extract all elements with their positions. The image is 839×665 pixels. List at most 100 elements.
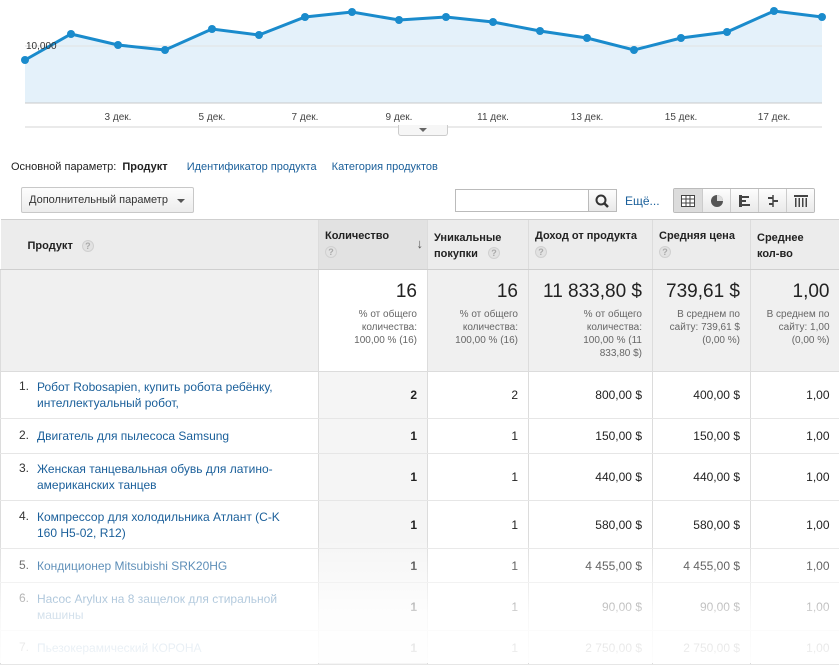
table-row: 6.Насос Arylux на 8 защелок для стиральн… — [1, 583, 839, 631]
view-pie-button[interactable] — [702, 189, 730, 212]
col-header-avg-price[interactable]: Средняя цена ? — [653, 220, 751, 270]
col-header-quantity[interactable]: Количество ? ↓ — [319, 220, 428, 270]
x-tick-label: 13 дек. — [571, 112, 603, 123]
col-header-label: Количество — [325, 230, 421, 242]
help-icon[interactable]: ? — [659, 246, 671, 258]
avg-price-cell: 400,00 $ — [653, 372, 751, 419]
sessions-chart: 10,000 3 дек. 5 дек. 7 дек. 9 дек. 11 де… — [0, 0, 839, 140]
product-performance-table: Продукт ? Количество ? ↓ Уникальные поку… — [0, 219, 839, 665]
col-header-revenue[interactable]: Доход от продукта ? — [529, 220, 653, 270]
avg-qty-cell: 1,00 — [751, 501, 839, 549]
chart-point[interactable] — [489, 18, 497, 26]
bar-chart-icon — [738, 195, 752, 207]
chart-point[interactable] — [21, 56, 29, 64]
revenue-cell: 4 455,00 $ — [529, 549, 653, 583]
pie-chart-icon — [710, 194, 724, 208]
unique-cell: 1 — [428, 583, 529, 631]
revenue-cell: 90,00 $ — [529, 583, 653, 631]
chart-collapse-toggle[interactable] — [398, 125, 448, 136]
avg-price-cell: 440,00 $ — [653, 454, 751, 501]
chart-point[interactable] — [818, 13, 826, 21]
total-revenue: 11 833,80 $ % от общего количества: 100,… — [529, 270, 653, 372]
view-pivot-button[interactable] — [786, 189, 814, 212]
chart-point[interactable] — [583, 34, 591, 42]
chart-point[interactable] — [442, 13, 450, 21]
chart-point[interactable] — [770, 7, 778, 15]
help-icon[interactable]: ? — [488, 247, 500, 259]
chart-point[interactable] — [255, 31, 263, 39]
avg-qty-cell: 1,00 — [751, 419, 839, 454]
quantity-cell: 1 — [319, 631, 428, 665]
chart-point[interactable] — [723, 28, 731, 36]
product-link[interactable]: Женская танцевальная обувь для латино-ам… — [37, 461, 299, 493]
total-avg-quantity: 1,00 В среднем по сайту: 1,00 (0,00 %) — [751, 270, 839, 372]
quantity-cell: 1 — [319, 419, 428, 454]
total-value: 11 833,80 $ — [533, 281, 642, 303]
col-header-unique-purchases[interactable]: Уникальные покупки ? — [428, 220, 529, 270]
unique-cell: 1 — [428, 549, 529, 583]
table-search-input[interactable] — [455, 189, 589, 212]
product-cell: 7.Пьезокерамический КОРОНА — [1, 631, 319, 665]
product-link[interactable]: Робот Robosapien, купить робота ребёнку,… — [37, 379, 299, 411]
primary-dimension-bar: Основной параметр:Продукт Идентификатор … — [11, 161, 450, 173]
chart-point[interactable] — [348, 8, 356, 16]
chart-point[interactable] — [677, 34, 685, 42]
total-subtext: % от общего количества: 100,00 % (11 833… — [533, 308, 642, 360]
col-header-product[interactable]: Продукт ? — [1, 220, 319, 270]
chart-point[interactable] — [161, 46, 169, 54]
product-cell: 1.Робот Robosapien, купить робота ребёнк… — [1, 372, 319, 419]
search-icon — [589, 190, 617, 213]
x-tick-label: 11 дек. — [477, 112, 509, 123]
product-link[interactable]: Кондиционер Mitsubishi SRK20HG — [37, 558, 299, 574]
view-comparison-button[interactable] — [758, 189, 786, 212]
total-subtext: В среднем по сайту: 1,00 (0,00 %) — [755, 308, 830, 347]
chart-point[interactable] — [536, 27, 544, 35]
revenue-cell: 580,00 $ — [529, 501, 653, 549]
col-header-label: Доход от продукта — [535, 230, 646, 242]
y-tick-label: 10,000 — [26, 41, 57, 52]
search-button[interactable] — [589, 189, 617, 212]
chart-point[interactable] — [301, 13, 309, 21]
secondary-dimension-dropdown[interactable]: Дополнительный параметр — [21, 187, 194, 213]
table-row: 5.Кондиционер Mitsubishi SRK20HG 1 1 4 4… — [1, 549, 839, 583]
help-icon[interactable]: ? — [82, 240, 94, 252]
col-header-avg-quantity[interactable]: Среднее кол-во — [751, 220, 839, 270]
product-link[interactable]: Компрессор для холодильника Атлант (C-K … — [37, 509, 299, 541]
total-subtext: % от общего количества: 100,00 % (16) — [432, 308, 518, 347]
advanced-filter-link[interactable]: Ещё... — [625, 194, 660, 208]
avg-qty-cell: 1,00 — [751, 372, 839, 419]
view-switcher — [673, 188, 815, 213]
total-value: 1,00 — [755, 281, 830, 303]
quantity-cell: 2 — [319, 372, 428, 419]
x-tick-label: 5 дек. — [199, 112, 226, 123]
unique-cell: 1 — [428, 501, 529, 549]
product-link[interactable]: Двигатель для пылесоса Samsung — [37, 428, 299, 444]
product-cell: 3.Женская танцевальная обувь для латино-… — [1, 454, 319, 501]
sort-descending-icon: ↓ — [417, 236, 424, 251]
chart-point[interactable] — [67, 30, 75, 38]
product-link[interactable]: Насос Arylux на 8 защелок для стиральной… — [37, 591, 299, 623]
chart-point[interactable] — [114, 41, 122, 49]
product-link[interactable]: Пьезокерамический КОРОНА — [37, 640, 299, 656]
unique-cell: 1 — [428, 631, 529, 665]
table-header-row: Продукт ? Количество ? ↓ Уникальные поку… — [1, 220, 839, 270]
chart-point[interactable] — [208, 25, 216, 33]
avg-price-cell: 150,00 $ — [653, 419, 751, 454]
avg-qty-cell: 1,00 — [751, 549, 839, 583]
dimension-product-id[interactable]: Идентификатор продукта — [187, 161, 317, 173]
unique-cell: 2 — [428, 372, 529, 419]
chart-point[interactable] — [630, 46, 638, 54]
row-number: 6. — [1, 591, 37, 605]
help-icon[interactable]: ? — [535, 246, 547, 258]
dimension-product[interactable]: Продукт — [122, 161, 167, 173]
view-table-button[interactable] — [674, 189, 702, 212]
dimension-product-category[interactable]: Категория продуктов — [332, 161, 438, 173]
total-value: 739,61 $ — [657, 281, 740, 303]
x-tick-label: 7 дек. — [292, 112, 319, 123]
help-icon[interactable]: ? — [325, 246, 337, 258]
view-performance-button[interactable] — [730, 189, 758, 212]
chart-point[interactable] — [395, 16, 403, 24]
avg-price-cell: 2 750,00 $ — [653, 631, 751, 665]
total-value: 16 — [323, 281, 417, 303]
total-subtext: В среднем по сайту: 739,61 $ (0,00 %) — [657, 308, 740, 347]
